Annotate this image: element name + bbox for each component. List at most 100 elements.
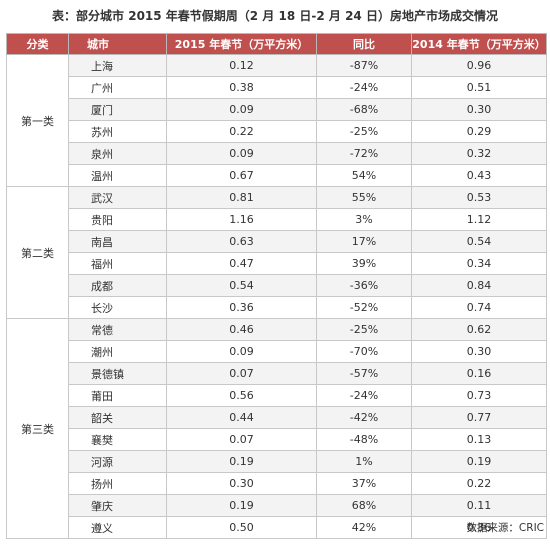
table-row: 长沙 0.36 -52% 0.74 bbox=[7, 296, 547, 319]
city-cell: 南昌 bbox=[68, 230, 167, 253]
yoy-cell: -25% bbox=[316, 318, 412, 341]
volume-2015-cell: 0.09 bbox=[166, 340, 317, 363]
volume-2015-cell: 0.09 bbox=[166, 142, 317, 165]
yoy-cell: -48% bbox=[316, 428, 412, 451]
city-cell: 韶关 bbox=[68, 406, 167, 429]
volume-2015-cell: 0.44 bbox=[166, 406, 317, 429]
volume-2015-cell: 0.38 bbox=[166, 76, 317, 99]
yoy-cell: -68% bbox=[316, 98, 412, 121]
table-row: 广州 0.38 -24% 0.51 bbox=[7, 76, 547, 99]
table-row: 泉州 0.09 -72% 0.32 bbox=[7, 142, 547, 165]
city-cell: 泉州 bbox=[68, 142, 167, 165]
volume-2014-cell: 0.19 bbox=[411, 450, 547, 473]
table-row: 福州 0.47 39% 0.34 bbox=[7, 252, 547, 275]
volume-2014-cell: 0.96 bbox=[411, 54, 547, 77]
table-row: 成都 0.54 -36% 0.84 bbox=[7, 274, 547, 297]
volume-2015-cell: 0.22 bbox=[166, 120, 317, 143]
category-cell: 第二类 bbox=[6, 186, 69, 319]
table-row: 肇庆 0.19 68% 0.11 bbox=[7, 494, 547, 517]
table-row: 苏州 0.22 -25% 0.29 bbox=[7, 120, 547, 143]
volume-2014-cell: 0.62 bbox=[411, 318, 547, 341]
volume-2014-cell: 0.16 bbox=[411, 362, 547, 385]
volume-2015-cell: 0.07 bbox=[166, 428, 317, 451]
volume-2014-cell: 0.54 bbox=[411, 230, 547, 253]
volume-2015-cell: 0.63 bbox=[166, 230, 317, 253]
transaction-table: 分类 城市 2015 年春节（万平方米） 同比 2014 年春节（万平方米） 第… bbox=[6, 33, 547, 539]
yoy-cell: 17% bbox=[316, 230, 412, 253]
yoy-cell: -36% bbox=[316, 274, 412, 297]
city-cell: 襄樊 bbox=[68, 428, 167, 451]
yoy-cell: 68% bbox=[316, 494, 412, 517]
volume-2015-cell: 0.67 bbox=[166, 164, 317, 187]
yoy-cell: -57% bbox=[316, 362, 412, 385]
volume-2015-cell: 0.46 bbox=[166, 318, 317, 341]
table-row: 第二类 武汉 0.81 55% 0.53 bbox=[6, 186, 547, 319]
header-2015-volume: 2015 年春节（万平方米） bbox=[166, 33, 317, 55]
table-row: 遵义 0.50 42% 0.36 bbox=[7, 516, 547, 539]
table-row: 第三类 常德 0.46 -25% 0.62 bbox=[6, 318, 547, 539]
table-header-row: 分类 城市 2015 年春节（万平方米） 同比 2014 年春节（万平方米） bbox=[6, 33, 547, 55]
volume-2014-cell: 0.30 bbox=[411, 98, 547, 121]
city-cell: 扬州 bbox=[68, 472, 167, 495]
yoy-cell: 54% bbox=[316, 164, 412, 187]
volume-2014-cell: 0.30 bbox=[411, 340, 547, 363]
city-cell: 贵阳 bbox=[68, 208, 167, 231]
data-source: 数据来源：CRIC bbox=[466, 522, 544, 534]
volume-2015-cell: 0.81 bbox=[166, 186, 317, 209]
table-row: 第一类 上海 0.12 -87% 0.96 bbox=[6, 54, 547, 187]
yoy-cell: -87% bbox=[316, 54, 412, 77]
volume-2014-cell: 0.53 bbox=[411, 186, 547, 209]
city-cell: 潮州 bbox=[68, 340, 167, 363]
city-cell: 温州 bbox=[68, 164, 167, 187]
yoy-cell: 37% bbox=[316, 472, 412, 495]
city-cell: 厦门 bbox=[68, 98, 167, 121]
table-row: 莆田 0.56 -24% 0.73 bbox=[7, 384, 547, 407]
yoy-cell: 55% bbox=[316, 186, 412, 209]
volume-2015-cell: 0.12 bbox=[166, 54, 317, 77]
city-cell: 遵义 bbox=[68, 516, 167, 539]
volume-2015-cell: 0.36 bbox=[166, 296, 317, 319]
yoy-cell: -72% bbox=[316, 142, 412, 165]
volume-2015-cell: 0.19 bbox=[166, 450, 317, 473]
header-2014-volume: 2014 年春节（万平方米） bbox=[411, 33, 547, 55]
volume-2015-cell: 0.56 bbox=[166, 384, 317, 407]
yoy-cell: -70% bbox=[316, 340, 412, 363]
city-cell: 苏州 bbox=[68, 120, 167, 143]
city-cell: 肇庆 bbox=[68, 494, 167, 517]
volume-2014-cell: 0.43 bbox=[411, 164, 547, 187]
volume-2014-cell: 0.29 bbox=[411, 120, 547, 143]
volume-2014-cell: 1.12 bbox=[411, 208, 547, 231]
table-row: 潮州 0.09 -70% 0.30 bbox=[7, 340, 547, 363]
city-cell: 常德 bbox=[68, 318, 167, 341]
city-cell: 广州 bbox=[68, 76, 167, 99]
yoy-cell: -24% bbox=[316, 76, 412, 99]
city-cell: 成都 bbox=[68, 274, 167, 297]
category-cell: 第一类 bbox=[6, 54, 69, 187]
table-row: 贵阳 1.16 3% 1.12 bbox=[7, 208, 547, 231]
city-cell: 莆田 bbox=[68, 384, 167, 407]
table-title: 表：部分城市 2015 年春节假期周（2 月 18 日-2 月 24 日）房地产… bbox=[52, 8, 498, 23]
volume-2015-cell: 0.19 bbox=[166, 494, 317, 517]
header-city: 城市 bbox=[68, 33, 167, 55]
volume-2014-cell: 0.22 bbox=[411, 472, 547, 495]
yoy-cell: -42% bbox=[316, 406, 412, 429]
volume-2015-cell: 0.07 bbox=[166, 362, 317, 385]
yoy-cell: 42% bbox=[316, 516, 412, 539]
volume-2014-cell: 0.34 bbox=[411, 252, 547, 275]
volume-2015-cell: 0.50 bbox=[166, 516, 317, 539]
header-category: 分类 bbox=[6, 33, 69, 55]
volume-2015-cell: 0.30 bbox=[166, 472, 317, 495]
volume-2014-cell: 0.74 bbox=[411, 296, 547, 319]
yoy-cell: -52% bbox=[316, 296, 412, 319]
yoy-cell: 1% bbox=[316, 450, 412, 473]
volume-2014-cell: 0.77 bbox=[411, 406, 547, 429]
table-row: 温州 0.67 54% 0.43 bbox=[7, 164, 547, 187]
volume-2014-cell: 0.51 bbox=[411, 76, 547, 99]
table-body: 第一类 上海 0.12 -87% 0.96 广州 0.38 -24% 0.51 厦门 0.09 -68… bbox=[6, 54, 547, 539]
header-yoy: 同比 bbox=[316, 33, 412, 55]
yoy-cell: 3% bbox=[316, 208, 412, 231]
city-cell: 景德镇 bbox=[68, 362, 167, 385]
category-cell: 第三类 bbox=[6, 318, 69, 539]
city-cell: 河源 bbox=[68, 450, 167, 473]
city-cell: 武汉 bbox=[68, 186, 167, 209]
